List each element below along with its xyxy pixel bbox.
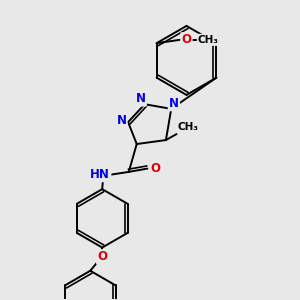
Text: O: O [182,33,191,46]
Text: N: N [116,114,127,127]
Text: O: O [150,162,160,175]
Text: N: N [136,92,146,105]
Text: O: O [97,250,107,263]
Text: CH₃: CH₃ [198,35,219,45]
Text: CH₃: CH₃ [178,122,199,132]
Text: N: N [169,97,179,110]
Text: HN: HN [90,168,110,181]
